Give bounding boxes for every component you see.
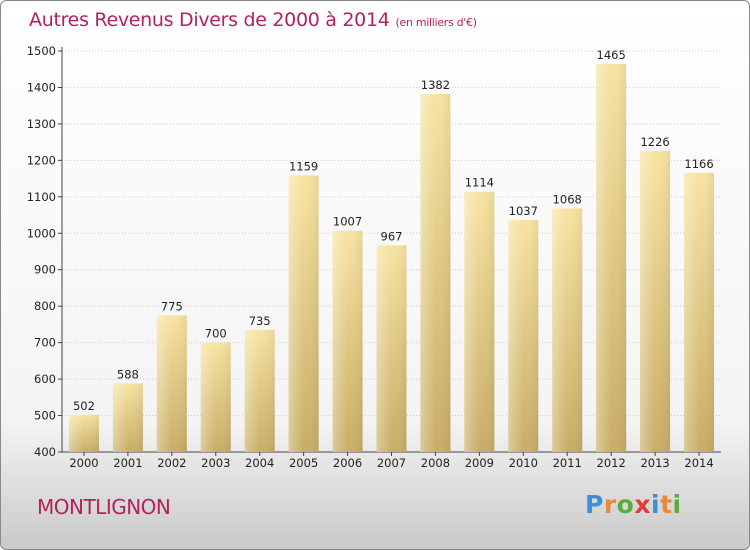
x-tick-label: 2002 bbox=[157, 456, 186, 470]
bar-shading bbox=[156, 315, 187, 452]
y-tick-label: 1100 bbox=[27, 190, 56, 204]
proxiti-logo: Proxiti bbox=[585, 490, 682, 519]
y-tick-label: 500 bbox=[34, 409, 56, 423]
x-tick-label: 2006 bbox=[333, 456, 362, 470]
y-tick-label: 600 bbox=[34, 372, 56, 386]
data-label: 775 bbox=[161, 299, 183, 313]
chart-title-text: Autres Revenus Divers de 2000 à 2014 bbox=[29, 9, 390, 31]
x-tick-label: 2013 bbox=[640, 456, 669, 470]
location-name: MONTLIGNON bbox=[37, 495, 171, 519]
data-label: 1382 bbox=[421, 78, 450, 92]
x-tick-label: 2004 bbox=[245, 456, 274, 470]
bar-shading bbox=[552, 208, 583, 452]
y-tick-label: 900 bbox=[34, 263, 56, 277]
bar-shading bbox=[200, 342, 231, 452]
chart-title: Autres Revenus Divers de 2000 à 2014 (en … bbox=[29, 9, 477, 31]
bar-shading bbox=[684, 172, 715, 452]
data-label: 1068 bbox=[553, 192, 582, 206]
logo-letter: P bbox=[585, 490, 604, 519]
data-label: 1159 bbox=[289, 159, 318, 173]
bar-shading bbox=[68, 414, 99, 452]
bar-shading bbox=[508, 219, 539, 452]
bars bbox=[68, 63, 715, 453]
data-label: 588 bbox=[117, 367, 139, 381]
logo-letter: t bbox=[660, 490, 673, 519]
y-tick-label: 1400 bbox=[27, 80, 56, 94]
logo-letter: r bbox=[603, 490, 617, 519]
data-label: 1007 bbox=[333, 215, 362, 229]
bar-shading bbox=[640, 150, 671, 453]
logo-letter: x bbox=[634, 490, 651, 519]
y-tick-label: 1300 bbox=[27, 117, 56, 131]
data-label: 502 bbox=[73, 399, 95, 413]
bar-shading bbox=[332, 230, 363, 452]
x-tick-label: 2000 bbox=[69, 456, 98, 470]
data-label: 967 bbox=[381, 229, 403, 243]
x-tick-label: 2005 bbox=[289, 456, 318, 470]
y-tick-label: 700 bbox=[34, 336, 56, 350]
logo-letter: i bbox=[651, 490, 661, 519]
x-tick-label: 2008 bbox=[421, 456, 450, 470]
data-label: 1166 bbox=[684, 157, 713, 171]
x-tick-label: 2009 bbox=[465, 456, 494, 470]
logo-letter: i bbox=[672, 490, 682, 519]
x-tick-label: 2010 bbox=[509, 456, 538, 470]
data-label: 700 bbox=[205, 327, 227, 341]
data-label: 1037 bbox=[509, 204, 538, 218]
bar-shading bbox=[376, 245, 407, 452]
bar-shading bbox=[288, 175, 319, 452]
data-label: 1114 bbox=[465, 176, 494, 190]
data-label: 1226 bbox=[640, 135, 669, 149]
data-label: 735 bbox=[249, 314, 271, 328]
x-tick-label: 2014 bbox=[684, 456, 713, 470]
bar-shading bbox=[420, 94, 451, 453]
y-tick-label: 400 bbox=[34, 445, 56, 459]
y-tick-label: 1000 bbox=[27, 226, 56, 240]
data-label: 1465 bbox=[597, 48, 626, 62]
y-tick-label: 800 bbox=[34, 299, 56, 313]
labels: 400 500 600 700 800 900 1000 1100 1200 1300 1400 15… bbox=[27, 44, 714, 470]
y-tick-label: 1200 bbox=[27, 153, 56, 167]
x-tick-label: 2012 bbox=[597, 456, 626, 470]
x-tick-label: 2007 bbox=[377, 456, 406, 470]
x-tick-label: 2003 bbox=[201, 456, 230, 470]
bar-shading bbox=[244, 329, 275, 452]
y-tick-label: 1500 bbox=[27, 44, 56, 58]
x-tick-label: 2001 bbox=[113, 456, 142, 470]
bar-shading bbox=[596, 63, 627, 452]
logo-letter: o bbox=[616, 490, 635, 519]
bar-shading bbox=[464, 191, 495, 452]
bar-shading bbox=[112, 383, 143, 452]
chart-title-unit: (en milliers d'€) bbox=[395, 16, 477, 29]
x-tick-label: 2011 bbox=[553, 456, 582, 470]
